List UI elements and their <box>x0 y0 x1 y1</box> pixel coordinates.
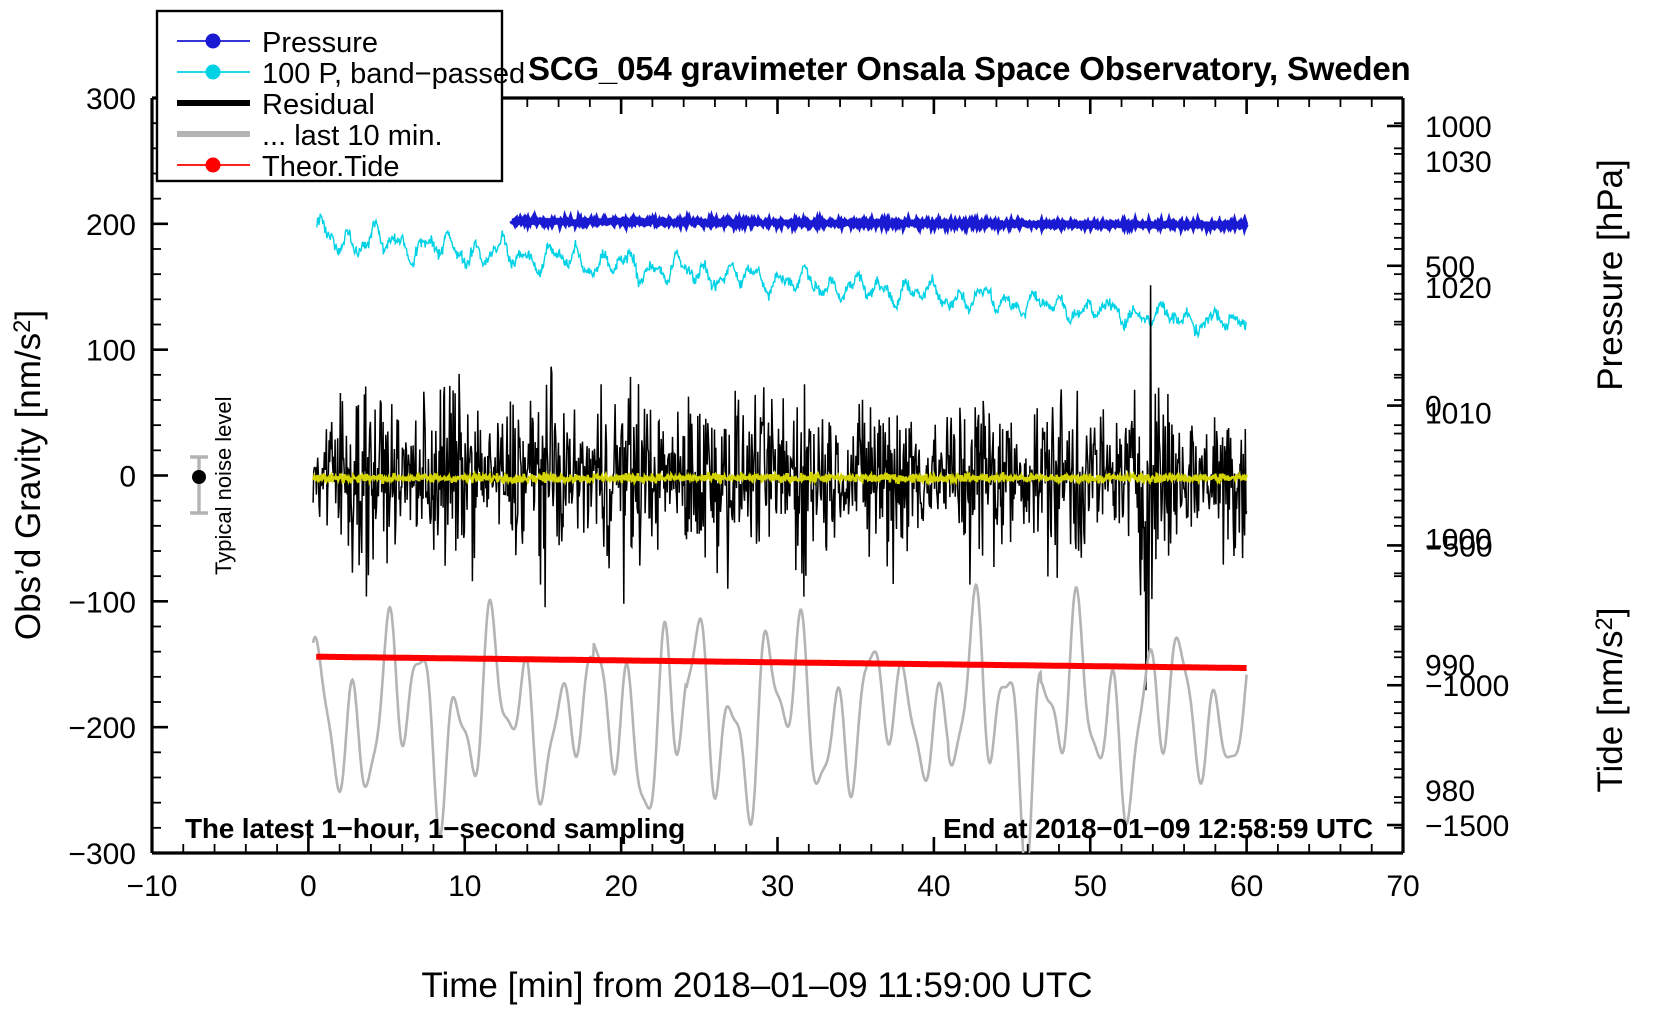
chart-title: SCG_054 gravimeter Onsala Space Observat… <box>528 50 1410 87</box>
y-tick-label-gravity: 0 <box>119 461 136 494</box>
y-tick-label-gravity: −100 <box>68 586 136 619</box>
y-tick-label-tide: 1000 <box>1425 111 1492 144</box>
x-tick-label: 0 <box>300 870 317 903</box>
series-100-p-band-passed <box>316 213 1248 339</box>
y-tick-label-pressure: 1000 <box>1425 523 1492 556</box>
y-tick-label-tide: 500 <box>1425 251 1475 284</box>
x-tick-label: 70 <box>1386 870 1419 903</box>
y-axis-title-tide-close: ] <box>1591 607 1630 617</box>
series-pressure <box>509 209 1249 237</box>
legend-marker-dot-icon <box>205 33 221 49</box>
y-tick-label-tide: −500 <box>1425 530 1493 563</box>
legend-marker-dot-icon <box>205 157 221 173</box>
x-tick-label: 30 <box>761 870 794 903</box>
annotation-sampling: The latest 1−hour, 1−second sampling <box>185 813 685 844</box>
series-layer <box>311 209 1249 853</box>
x-tick-label: 10 <box>448 870 481 903</box>
y-axis-title-left-sup: 2 <box>9 320 36 333</box>
x-tick-label: 50 <box>1074 870 1107 903</box>
legend-marker-dot-icon <box>205 64 221 80</box>
axes-layer: −10 0 10 20 30 40 50 60 703002001000−100−200−300… <box>68 83 1509 903</box>
series-last-10-min <box>311 582 1248 853</box>
y-tick-label-pressure: 1010 <box>1425 398 1492 431</box>
y-tick-label-tide: −1500 <box>1425 810 1509 843</box>
y-axis-title-left-close: ] <box>9 310 48 320</box>
legend-label-1[interactable]: 100 P, band−passed <box>262 58 525 90</box>
y-tick-label-tide: 0 <box>1425 391 1442 424</box>
legend-label-4[interactable]: Theor.Tide <box>262 151 400 183</box>
y-tick-label-gravity: 100 <box>86 335 136 368</box>
y-axis-title-tide-main: Tide [nm/s <box>1591 630 1630 792</box>
y-tick-label-gravity: −300 <box>68 838 136 871</box>
y-axis-title-left: Obs’d Gravity [nm/s2] <box>9 310 48 640</box>
y-axis-title-left-main: Obs’d Gravity [nm/s <box>9 333 48 640</box>
y-tick-label-gravity: 200 <box>86 209 136 242</box>
x-axis-title: Time [min] from 2018‒01‒09 11:59:00 UTC <box>421 966 1092 1005</box>
legend-label-0[interactable]: Pressure <box>262 27 378 59</box>
y-axis-title-tide: Tide [nm/s2] <box>1591 607 1630 792</box>
annotation-end-time: End at 2018−01−09 12:58:59 UTC <box>943 813 1373 844</box>
series-theor-tide <box>316 653 1247 671</box>
y-tick-label-pressure: 980 <box>1425 775 1475 808</box>
legend-label-2[interactable]: Residual <box>262 89 375 121</box>
x-tick-label: 20 <box>604 870 637 903</box>
legend-label-3[interactable]: ... last 10 min. <box>262 120 443 152</box>
y-tick-label-pressure: 990 <box>1425 649 1475 682</box>
y-tick-label-gravity: −200 <box>68 712 136 745</box>
y-tick-label-pressure: 1020 <box>1425 272 1492 305</box>
series-tide-overlay-yellow <box>311 469 1248 487</box>
y-tick-label-pressure: 1030 <box>1425 146 1492 179</box>
typical-noise-level-marker <box>190 455 208 515</box>
y-axis-title-pressure: Pressure [hPa] <box>1591 159 1630 391</box>
y-axis-title-tide-sup: 2 <box>1591 617 1618 630</box>
y-tick-label-tide: −1000 <box>1425 670 1509 703</box>
series-residual <box>312 285 1248 691</box>
y-tick-label-gravity: 300 <box>86 83 136 116</box>
x-tick-label: 40 <box>917 870 950 903</box>
x-tick-label: 60 <box>1230 870 1263 903</box>
typical-noise-level-label: Typical noise level <box>211 396 236 575</box>
x-tick-label: −10 <box>127 870 178 903</box>
